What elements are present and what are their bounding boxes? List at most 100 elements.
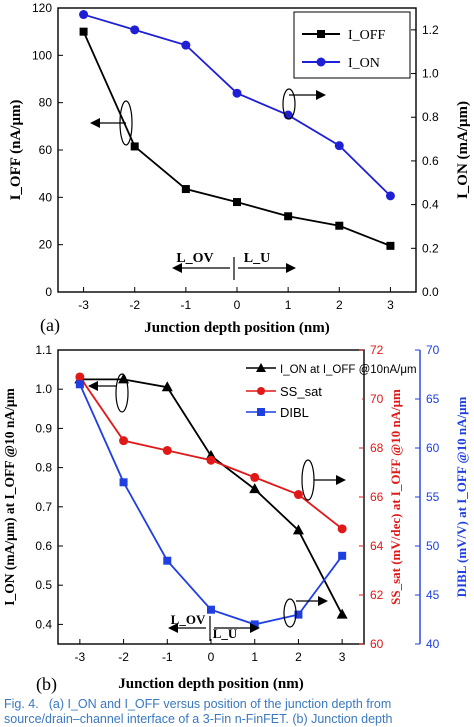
panel-b-series-2-point xyxy=(338,551,347,560)
panel-b-right1-tick-label: 66 xyxy=(370,490,384,504)
panel-b-x-tick-label: 3 xyxy=(339,650,346,664)
panel-b-series-1-point xyxy=(75,372,85,382)
panel-a-x-tick-label: -3 xyxy=(78,298,89,312)
panel-a-left-tick-label: 0 xyxy=(45,285,52,299)
panel-b-x-tick-label: -1 xyxy=(162,650,173,664)
panel-b: -3 -2 -1 0 1 2 3 0.4 0.5 0.6 0.7 0.8 0.9 1.0 1.1 60 62 64… xyxy=(2,343,469,695)
panel-b-right1-tick-label: 70 xyxy=(370,392,384,406)
panel-a-series-0-point xyxy=(130,142,139,151)
panel-a-x-tick-label: -1 xyxy=(181,298,192,312)
panel-a-legend-ioff: I_OFF xyxy=(348,28,386,43)
panel-b-series xyxy=(74,372,348,629)
caption-text-1: (a) I_ON and I_OFF versus position of th… xyxy=(48,697,392,711)
panel-b-legend-dibl: DIBL xyxy=(280,405,309,420)
panel-a-x-tick-label: 1 xyxy=(285,298,292,312)
panel-a-x-tick-label: 3 xyxy=(387,298,394,312)
panel-a-left-tick-label: 20 xyxy=(39,238,53,252)
panel-b-series-1-point xyxy=(337,524,347,534)
panel-b-series-0-point xyxy=(336,608,348,619)
panel-b-x-tick-label: -2 xyxy=(118,650,129,664)
panel-a-lu-label: L_U xyxy=(244,251,270,266)
panel-b-left-tick-label: 1.0 xyxy=(35,382,52,396)
panel-b-series-2-point xyxy=(163,556,172,565)
panel-a-series-1-point xyxy=(130,25,140,35)
panel-a-series-1-point xyxy=(334,141,344,151)
panel-b-series-1-point xyxy=(119,436,129,446)
panel-b-axis-arrow-ss xyxy=(301,459,346,501)
panel-b-legend: I_ON at I_OFF @10nA/μm SS_sat DIBL xyxy=(246,354,417,420)
panel-a-series-0-point xyxy=(386,241,395,250)
panel-b-series-2-point xyxy=(75,380,84,389)
panel-a-axis-arrow-right xyxy=(282,88,326,120)
panel-a-series-1-point xyxy=(79,10,89,20)
panel-b-x-tick-label: 2 xyxy=(295,650,302,664)
panel-b-right2-tick-label: 60 xyxy=(426,441,440,455)
panel-b-x-tick-label: 0 xyxy=(208,650,215,664)
panel-a-ylabel-right: I_ON (mA/μm) xyxy=(455,101,471,199)
figure: -3 -2 -1 0 1 2 30204060801001200.00.20.40.60.8… xyxy=(2,1,471,695)
panel-a-series-0-point xyxy=(181,185,190,194)
panel-a: -3 -2 -1 0 1 2 3 0 20 40 60 80 100 120 0.0 0.2 0.4 0.6 0.8… xyxy=(8,1,471,336)
panel-b-ticks: -3 -2 -1 0 1 2 3 0.4 0.5 0.6 0.7 0.8 0.9 1.0 1.1 60 62 64… xyxy=(35,343,439,664)
panel-b-xlabel: Junction depth position (nm) xyxy=(118,676,303,692)
panel-a-series-0-point xyxy=(284,212,293,221)
panel-a-right-tick-label: 1.0 xyxy=(422,67,439,81)
panel-a-right-tick-label: 0.2 xyxy=(422,241,439,255)
panel-b-ylabel-left: I_ON (mA/μm) at I_OFF @10 nA/μm xyxy=(2,388,17,606)
panel-a-ylabel-left: I_OFF (nA/μm) xyxy=(8,100,24,201)
panel-a-x-tick-label: 0 xyxy=(234,298,241,312)
panel-a-series-1-point xyxy=(232,88,242,98)
panel-b-series-2-point xyxy=(250,620,259,629)
panel-b-series-2-point xyxy=(294,610,303,619)
panel-a-right-tick-label: 0.0 xyxy=(422,285,439,299)
panel-a-label: (a) xyxy=(40,315,60,336)
panel-b-region-annotation: L_OV L_U xyxy=(168,612,260,641)
panel-b-right2-tick-label: 65 xyxy=(426,392,440,406)
panel-b-series-1-point xyxy=(162,445,172,455)
panel-a-right-tick-label: 0.8 xyxy=(422,110,439,124)
panel-a-series-1-point xyxy=(181,40,191,50)
panel-b-left-tick-label: 0.6 xyxy=(35,539,52,553)
panel-a-right-tick-label: 0.6 xyxy=(422,154,439,168)
panel-a-axis-arrow-left xyxy=(90,100,133,146)
panel-a-xlabel: Junction depth position (nm) xyxy=(144,320,329,336)
panel-a-x-tick-label: -2 xyxy=(129,298,140,312)
panel-b-right2-tick-label: 55 xyxy=(426,490,440,504)
caption-label: Fig. 4. xyxy=(4,697,39,711)
panel-a-left-tick-label: 40 xyxy=(39,190,53,204)
panel-b-series-2-line xyxy=(79,383,343,626)
panel-b-left-tick-label: 0.7 xyxy=(35,500,52,514)
panel-b-right1-tick-label: 62 xyxy=(370,588,384,602)
panel-a-region-annotation: L_OV L_U xyxy=(172,251,296,280)
panel-b-right2-tick-label: 45 xyxy=(426,588,440,602)
panel-b-right2-tick-label: 50 xyxy=(426,539,440,553)
panel-b-right1-tick-label: 64 xyxy=(370,539,384,553)
panel-a-legend-ion: I_ON xyxy=(348,56,380,71)
panel-a-series-0-point xyxy=(335,221,344,230)
caption-line-1: Fig. 4. (a) I_ON and I_OFF versus positio… xyxy=(4,697,474,712)
panel-a-ticks: -3 -2 -1 0 1 2 3 0 20 40 60 80 100 120 0.0 0.2 0.4 0.6 0.8… xyxy=(32,1,439,312)
panel-b-series-2-point xyxy=(207,605,215,614)
panel-b-ylabel-right1: SS_sat (mV/dec) at I_OFF @10 nA/μm xyxy=(388,389,403,605)
panel-b-series-1-point xyxy=(206,455,216,465)
panel-a-legend: I_OFF I_ON xyxy=(293,11,411,79)
panel-b-x-tick-label: -3 xyxy=(75,650,86,664)
panel-a-x-tick-label: 2 xyxy=(336,298,343,312)
panel-a-right-tick-label: 1.2 xyxy=(422,23,439,37)
panel-b-series-1-point xyxy=(293,490,303,500)
panel-b-x-tick-label: 1 xyxy=(251,650,258,664)
panel-b-lov-label: L_OV xyxy=(171,612,206,627)
panel-b-left-tick-label: 0.5 xyxy=(35,578,52,592)
panel-a-left-tick-label: 100 xyxy=(32,48,52,62)
panel-a-series-0-point xyxy=(233,198,241,207)
panel-b-left-tick-label: 1.1 xyxy=(35,343,52,357)
panel-a-lov-label: L_OV xyxy=(176,251,213,266)
panel-a-left-tick-label: 120 xyxy=(32,1,52,15)
panel-b-right1-tick-label: 72 xyxy=(370,343,384,357)
panel-b-series-1-point xyxy=(250,472,260,482)
panel-b-series-0-point xyxy=(292,524,304,535)
panel-b-right2-tick-label: 40 xyxy=(426,637,440,651)
panel-b-right1-tick-label: 60 xyxy=(370,637,384,651)
panel-b-right1-tick-label: 68 xyxy=(370,441,384,455)
panel-b-left-tick-label: 0.4 xyxy=(35,617,52,631)
